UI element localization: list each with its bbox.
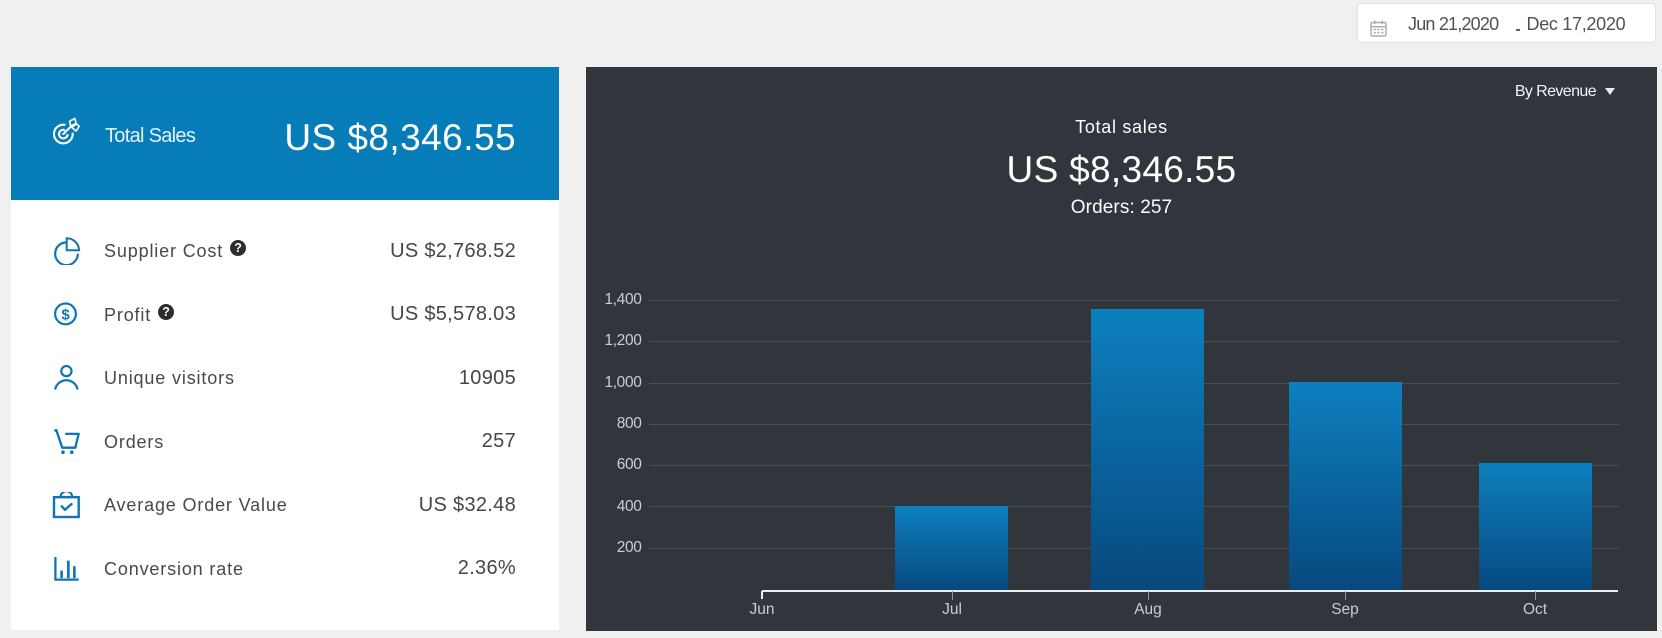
svg-text:$: $ — [61, 306, 70, 323]
